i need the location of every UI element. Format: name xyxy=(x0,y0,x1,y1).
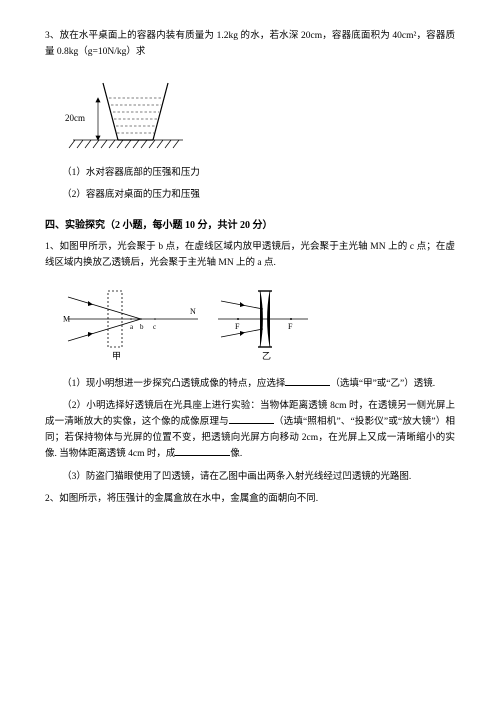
q3-sub2: （2）容器底对桌面的压力和压强 xyxy=(45,187,455,203)
svg-text:b: b xyxy=(140,323,144,331)
s4q1-sub1a: （1）现小明想进一步探究凸透镜成像的特点，应选择 xyxy=(62,379,285,389)
svg-text:c: c xyxy=(153,323,156,331)
q3-stem: 3、放在水平桌面上的容器内装有质量为 1.2kg 的水，若水深 20cm，容器底… xyxy=(45,28,455,60)
section-4-title: 四、实验探究（2 小题，每小题 10 分，共计 20 分） xyxy=(45,216,455,231)
blank-3 xyxy=(175,447,230,457)
svg-text:N: N xyxy=(190,307,196,316)
s4q2-stem: 2、如图所示，将压强计的金属盒放在水中，金属盒的面朝向不同. xyxy=(45,491,455,507)
q3-figure: 20cm xyxy=(63,68,455,153)
svg-text:F: F xyxy=(235,322,240,331)
s4q1-figure: M N a b c 甲 F F 乙 xyxy=(63,279,455,364)
svg-text:乙: 乙 xyxy=(262,351,271,361)
svg-text:M: M xyxy=(63,314,70,323)
s4q1-sub1: （1）现小明想进一步探究凸透镜成像的特点，应选择 （选填“甲”或“乙”）透镜. xyxy=(45,376,455,392)
s4q1-sub2c: 像. xyxy=(230,449,242,459)
q3-sub1: （1）水对容器底部的压强和压力 xyxy=(45,165,455,181)
s4q1-sub2: （2）小明选择好透镜后在光具座上进行实验：当物体距离透镜 8cm 时，在透镜另一… xyxy=(45,398,455,463)
blank-2 xyxy=(229,415,274,425)
s4q1-sub3: （3）防盗门猫眼使用了凹透镜，请在乙图中画出两条入射光线经过凹透镜的光路图. xyxy=(45,469,455,485)
svg-text:甲: 甲 xyxy=(112,351,121,361)
blank-1 xyxy=(285,376,330,386)
s4q1-stem: 1、如图甲所示，光会聚于 b 点，在虚线区域内放甲透镜后，光会聚于主光轴 MN … xyxy=(45,239,455,271)
svg-text:a: a xyxy=(130,323,134,331)
svg-text:F: F xyxy=(288,322,293,331)
s4q1-sub1b: （选填“甲”或“乙”）透镜. xyxy=(330,379,435,389)
q3-fig-label: 20cm xyxy=(65,113,85,123)
